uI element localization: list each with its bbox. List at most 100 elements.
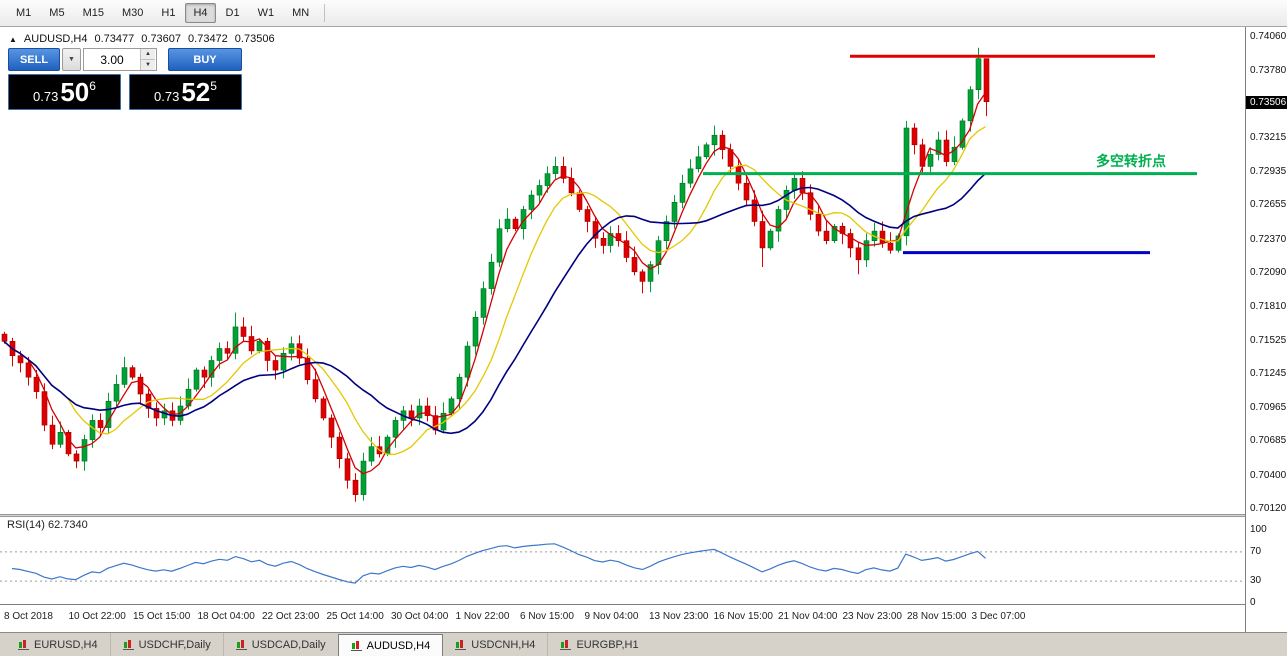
timeframe-button-h1[interactable]: H1 <box>161 7 176 19</box>
time-axis[interactable]: 8 Oct 2018 10 Oct 22:00 15 Oct 15:00 18 Oct… <box>0 604 1287 632</box>
bull-candle <box>927 154 934 167</box>
toolbar-separator <box>324 4 326 22</box>
buy-price-prefix: 0.73 <box>154 89 180 104</box>
bull-candle <box>831 226 838 242</box>
bear-candle <box>320 398 327 419</box>
time-label: 25 Oct 14:00 <box>326 611 384 622</box>
chart-icon <box>560 639 572 650</box>
price-tick-label: 0.70685 <box>1250 435 1287 447</box>
timeframe-button-d1[interactable]: D1 <box>225 7 240 19</box>
price-tick-label: 0.72655 <box>1250 199 1287 211</box>
time-label: 6 Nov 15:00 <box>520 611 574 622</box>
chart-tab-audusd[interactable]: AUDUSD,H4 <box>337 634 444 656</box>
turning-point-label[interactable]: 多空转折点 <box>1096 152 1166 169</box>
bear-candle <box>240 326 247 337</box>
chart-icon <box>455 639 467 650</box>
volume-input[interactable] <box>84 49 140 70</box>
rsi-scale-label: 0 <box>1250 597 1256 608</box>
timeframe-button-m30[interactable]: M30 <box>121 7 144 19</box>
time-label: 23 Nov 23:00 <box>842 611 903 622</box>
moving-average-4 <box>3 92 987 475</box>
bear-candle <box>855 247 862 261</box>
chart-tab-usdcnh[interactable]: USDCNH,H4 <box>443 633 547 656</box>
bear-candle <box>201 369 208 378</box>
bull-candle <box>544 173 551 186</box>
timeframe-button-m5[interactable]: M5 <box>49 7 65 19</box>
bull-candle <box>232 326 239 354</box>
price-chart[interactable] <box>0 27 1245 514</box>
bear-candle <box>312 379 319 400</box>
pane-divider[interactable] <box>0 514 1287 517</box>
bull-candle <box>679 182 686 203</box>
timeframe-button-m1[interactable]: M1 <box>16 7 32 19</box>
moving-average-18 <box>3 172 987 435</box>
bull-candle <box>607 233 614 246</box>
chart-icon <box>18 639 29 650</box>
chart-window[interactable]: ▲ AUDUSD,H4 0.73477 0.73607 0.73472 0.73… <box>0 27 1287 632</box>
timeframe-button-mn[interactable]: MN <box>292 7 310 19</box>
stepper-up-icon[interactable]: ▲ <box>141 49 155 60</box>
rsi-line <box>11 543 986 584</box>
current-price-badge: 0.73506 <box>1246 96 1287 110</box>
close-value: 0.73506 <box>234 33 275 45</box>
tab-label: USDCAD,Daily <box>251 638 326 651</box>
bull-candle <box>536 185 543 196</box>
timeframe-button-h4[interactable]: H4 <box>185 3 216 23</box>
bull-candle <box>496 228 503 263</box>
chart-tab-usdcad[interactable]: USDCAD,Daily <box>222 633 338 656</box>
buy-button[interactable]: BUY <box>168 48 242 71</box>
trade-options-dropdown-button[interactable]: ▼ <box>62 48 81 71</box>
bear-candle <box>560 166 567 179</box>
sell-price-display[interactable]: 0.73 50 6 <box>8 74 121 110</box>
timeframe-button-w1[interactable]: W1 <box>257 7 275 19</box>
bear-candle <box>73 453 80 462</box>
buy-price-sup: 5 <box>210 79 217 93</box>
symbol-label: AUDUSD,H4 <box>23 33 88 45</box>
price-axis[interactable]: 0.73506 0.74060 0.73780 0.73215 0.72935 0.72… <box>1245 27 1287 632</box>
bull-candle <box>472 316 479 347</box>
bull-candle <box>975 58 982 91</box>
bear-candle <box>304 357 311 381</box>
buy-price-display[interactable]: 0.73 52 5 <box>129 74 242 110</box>
bear-candle <box>424 405 431 416</box>
bear-candle <box>887 242 894 251</box>
bear-candle <box>272 360 279 371</box>
bull-candle <box>193 369 200 390</box>
time-label: 10 Oct 22:00 <box>68 611 126 622</box>
bear-candle <box>576 192 583 210</box>
chart-tab-eurusd[interactable]: EURUSD,H4 <box>6 633 110 656</box>
chart-tab-usdchf[interactable]: USDCHF,Daily <box>109 633 223 656</box>
bear-candle <box>743 182 750 201</box>
price-tick-label: 0.74060 <box>1250 31 1287 42</box>
sell-button[interactable]: SELL <box>8 48 60 71</box>
bear-candle <box>352 479 359 495</box>
rsi-chart[interactable] <box>0 517 1245 604</box>
stepper-down-icon[interactable]: ▼ <box>141 60 155 70</box>
bull-candle <box>671 202 678 222</box>
tab-label: USDCNH,H4 <box>471 638 536 651</box>
chevron-down-icon: ▼ <box>68 56 75 63</box>
bear-candle <box>1 333 8 342</box>
time-label: 21 Nov 04:00 <box>778 611 838 622</box>
price-tick-label: 0.72370 <box>1250 233 1287 245</box>
timeframe-button-m15[interactable]: M15 <box>82 7 104 19</box>
bull-candle <box>488 261 495 289</box>
bull-candle <box>456 376 463 400</box>
bear-candle <box>33 376 40 392</box>
bull-candle <box>216 348 223 361</box>
buy-price-big: 52 <box>181 77 211 107</box>
bull-candle <box>280 352 287 371</box>
bear-candle <box>224 348 231 354</box>
chart-tab-eurgbp[interactable]: EURGBP,H1 <box>547 633 650 656</box>
time-label: 22 Oct 23:00 <box>262 611 320 622</box>
bear-candle <box>751 199 758 222</box>
bull-candle <box>392 420 399 438</box>
bull-candle <box>360 460 367 495</box>
bear-candle <box>623 240 630 258</box>
bull-candle <box>791 178 798 191</box>
bear-candle <box>815 214 822 232</box>
bear-candle <box>336 436 343 460</box>
bull-candle <box>480 288 487 318</box>
bear-candle <box>879 230 886 244</box>
